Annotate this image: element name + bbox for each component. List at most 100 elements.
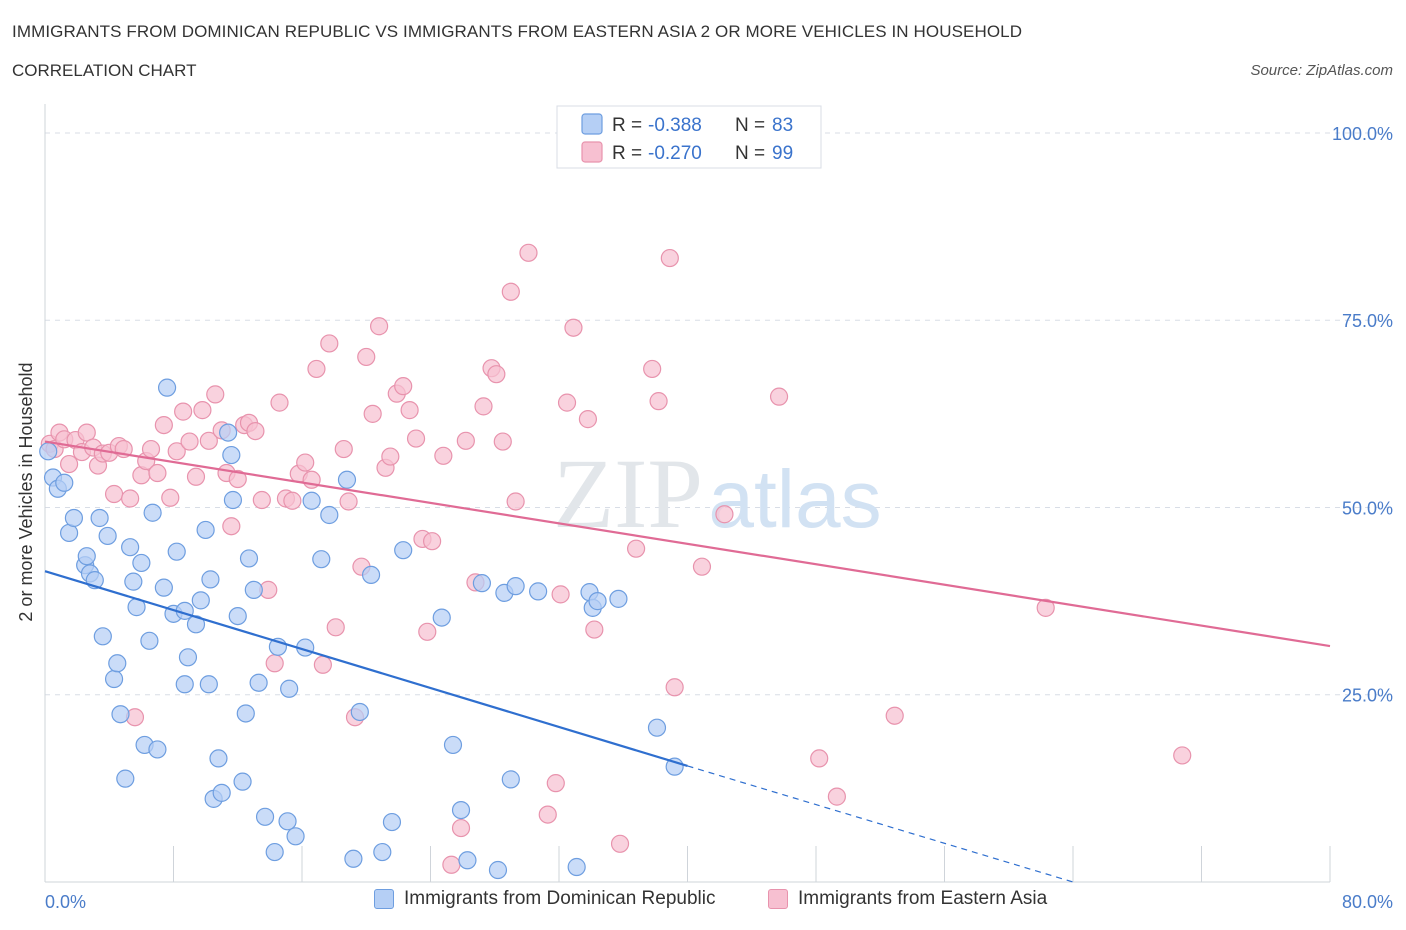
trend-line-extension-blue [687,765,1074,883]
data-point-dominican-republic [472,574,491,593]
data-point-dominican-republic [265,842,284,862]
legend-n-value: 99 [772,143,793,164]
data-point-dominican-republic [244,580,263,599]
legend-n-value: 83 [772,115,793,136]
data-point-eastern-asia [381,447,400,466]
data-point-dominican-republic [350,702,369,722]
data-point-dominican-republic [278,812,297,831]
data-point-eastern-asia [161,488,180,507]
data-point-eastern-asia [307,359,326,379]
data-point-eastern-asia [320,334,339,353]
data-point-eastern-asia [538,805,557,824]
data-point-eastern-asia [270,393,289,412]
tick-labels: 25.0% 50.0% 75.0% 100.0% 0.0% 80.0% [45,124,1393,912]
legend-item-eastern-asia: Immigrants from Eastern Asia [768,888,1047,910]
data-point-dominican-republic [529,582,548,601]
data-point-dominican-republic [140,631,159,650]
data-point-eastern-asia [394,377,413,396]
source-note: Source: ZipAtlas.com [1250,62,1393,79]
data-point-eastern-asia [265,654,284,673]
data-point-eastern-asia [643,359,662,379]
data-point-eastern-asia [59,454,79,474]
y-tick-label: 25.0% [1342,686,1393,706]
data-point-dominican-republic [458,851,477,870]
data-point-eastern-asia [551,585,570,604]
data-point-dominican-republic [588,592,607,611]
data-point-dominican-republic [90,508,109,528]
data-point-dominican-republic [201,570,220,589]
legend-r-value: -0.270 [648,143,702,164]
data-point-eastern-asia [810,749,829,768]
data-point-eastern-asia [121,489,140,508]
data-point-eastern-asia [827,787,846,806]
data-point-dominican-republic [167,542,186,561]
watermark-atlas: atlas [708,454,881,545]
data-point-eastern-asia [370,317,389,336]
data-point-eastern-asia [501,282,520,301]
data-point-dominican-republic [124,572,143,591]
legend-item-dominican-republic: Immigrants from Dominican Republic [374,888,716,910]
data-point-dominican-republic [647,718,667,737]
data-point-dominican-republic [233,772,252,791]
y-axis-label: 2 or more Vehicles in Household [16,362,36,621]
data-point-dominican-republic [219,423,238,442]
data-point-eastern-asia [649,392,668,411]
data-point-eastern-asia [610,834,630,853]
stats-legend: R = -0.388 N = 83 R = -0.270 N = 99 [556,105,822,169]
data-point-dominican-republic [196,520,215,540]
data-point-dominican-republic [209,749,228,768]
data-point-dominican-republic [199,675,218,694]
data-point-dominican-republic [302,491,321,510]
data-point-dominican-republic [39,442,58,461]
data-point-eastern-asia [506,492,525,511]
legend-swatch-blue [581,113,603,135]
data-point-eastern-asia [154,415,173,435]
data-point-eastern-asia [519,243,538,262]
data-point-eastern-asia [283,491,302,510]
data-point-eastern-asia [186,467,206,486]
series-eastern-asia [40,243,1192,874]
y-tick-label: 100.0% [1332,124,1393,144]
data-point-dominican-republic [567,857,586,877]
data-point-eastern-asia [363,404,382,423]
data-point-eastern-asia [167,442,186,461]
data-point-dominican-republic [382,812,402,832]
data-point-eastern-asia [199,431,218,450]
data-point-eastern-asia [715,505,734,524]
data-point-eastern-asia [493,432,512,451]
data-point-eastern-asia [434,446,453,465]
data-point-dominican-republic [249,673,268,692]
data-point-eastern-asia [418,622,437,641]
data-point-dominican-republic [143,503,162,522]
series-dominican-republic [39,378,684,880]
data-point-eastern-asia [206,385,225,404]
data-point-eastern-asia [180,432,199,451]
data-point-eastern-asia [769,387,789,406]
data-point-dominican-republic [223,490,243,510]
data-point-dominican-republic [239,549,259,568]
data-point-dominican-republic [501,770,520,789]
data-point-eastern-asia [423,532,442,551]
data-point-dominican-republic [236,704,255,723]
data-point-dominican-republic [55,473,74,492]
data-point-eastern-asia [296,453,315,472]
data-point-dominican-republic [506,577,525,596]
data-point-dominican-republic [98,526,117,546]
data-point-eastern-asia [1036,598,1055,617]
chart-title: IMMIGRANTS FROM DOMINICAN REPUBLIC VS IM… [12,22,1023,41]
data-point-eastern-asia [400,401,419,420]
data-point-dominican-republic [148,740,167,759]
data-point-eastern-asia [456,431,475,450]
data-point-dominican-republic [280,679,299,698]
data-point-eastern-asia [246,421,265,441]
data-point-eastern-asia [228,469,247,489]
trend-line-blue [44,570,688,767]
data-point-dominican-republic [178,648,198,667]
data-point-dominican-republic [108,654,127,673]
data-point-dominican-republic [488,860,508,880]
legend-r-label: R = [612,143,642,164]
data-point-eastern-asia [626,539,646,558]
data-point-dominican-republic [116,769,135,788]
data-point-eastern-asia [252,490,271,510]
